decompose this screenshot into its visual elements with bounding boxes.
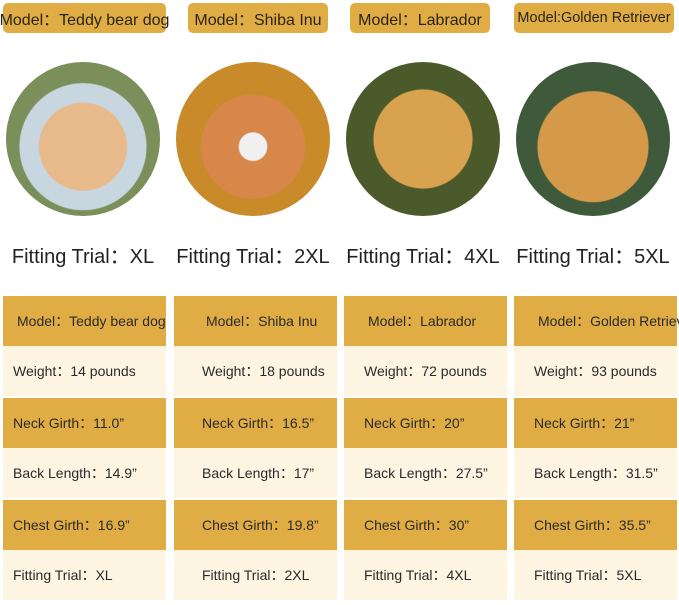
- measurement-row: Neck Girth：16.5”: [174, 398, 337, 448]
- measurement-row: Weight：14 pounds: [3, 346, 166, 396]
- model-tag: Model：Teddy bear dog: [0, 3, 169, 33]
- poodle-photo: [6, 62, 160, 216]
- measurement-row: Chest Girth：16.9”: [3, 500, 166, 550]
- measurement-row: Back Length：27.5”: [344, 448, 507, 498]
- measurement-row: Fitting Trial：XL: [3, 550, 166, 600]
- fitting-trial-label: Fitting Trial：5XL: [516, 246, 670, 268]
- measurement-row: Model：Teddy bear dog: [3, 296, 166, 346]
- measurement-column: Model：Teddy bear dog Weight：14 pounds Neck…: [3, 296, 166, 600]
- measurement-column: Model：Labrador Weight：72 pounds Neck Girth…: [344, 296, 507, 600]
- measurement-column: Model：Shiba Inu Weight：18 pounds Neck Girt…: [174, 296, 337, 600]
- measurement-row: Model：Golden Retriever: [514, 296, 679, 346]
- measurement-column: Model：Golden RetrieverWeight：93 poundsNe…: [514, 296, 679, 600]
- measurement-row: Neck Girth：21”: [514, 398, 677, 448]
- measurement-row: Model：Labrador: [344, 296, 507, 346]
- fitting-trial-label: Fitting Trial：2XL: [176, 246, 330, 268]
- measurement-row: Fitting Trial：4XL: [344, 550, 507, 600]
- golden-retriever-photo: [516, 62, 670, 216]
- measurement-row: Chest Girth：19.8”: [174, 500, 337, 550]
- measurement-row: Neck Girth：11.0”: [3, 398, 166, 448]
- shiba-inu-photo: [176, 62, 330, 216]
- model-tag: Model:Golden Retriever: [514, 3, 674, 33]
- measurement-row: Fitting Trial：5XL: [514, 550, 677, 600]
- measurement-row: Neck Girth：20”: [344, 398, 507, 448]
- model-tag: Model：Shiba Inu: [188, 3, 328, 33]
- measurement-row: Fitting Trial：2XL: [174, 550, 337, 600]
- measurement-row: Back Length：17”: [174, 448, 337, 498]
- measurement-row: Weight：18 pounds: [174, 346, 337, 396]
- fitting-trial-label: Fitting Trial：4XL: [346, 246, 500, 268]
- measurement-row: Chest Girth：30”: [344, 500, 507, 550]
- measurement-row: Weight：72 pounds: [344, 346, 507, 396]
- measurement-row: Weight：93 pounds: [514, 346, 677, 396]
- measurement-row: Model：Shiba Inu: [174, 296, 337, 346]
- measurement-row: Back Length：31.5”: [514, 448, 677, 498]
- measurement-row: Chest Girth：35.5”: [514, 500, 677, 550]
- fitting-trial-label: Fitting Trial：XL: [11, 246, 155, 268]
- model-tag: Model：Labrador: [350, 3, 490, 33]
- measurement-row: Back Length：14.9”: [3, 448, 166, 498]
- labrador-photo: [346, 62, 500, 216]
